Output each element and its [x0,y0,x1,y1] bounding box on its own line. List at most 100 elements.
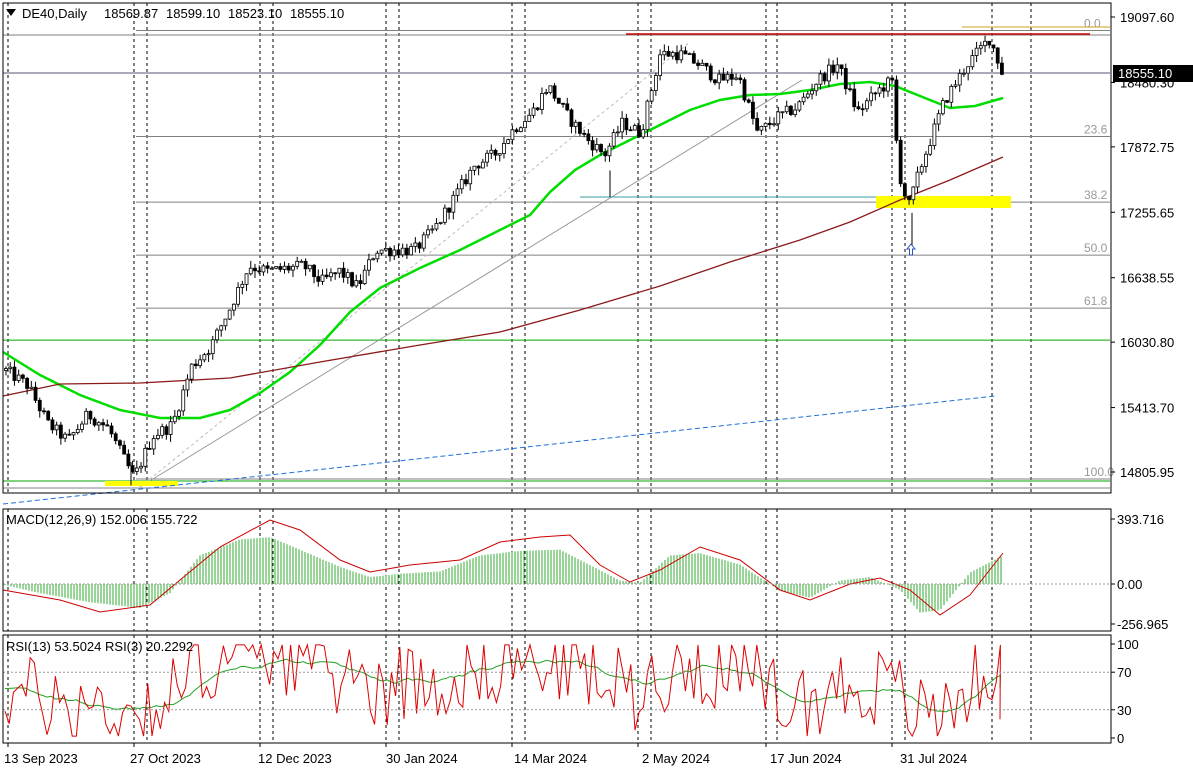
candle[interactable] [708,63,713,83]
candle[interactable] [96,421,101,431]
candle[interactable] [548,85,553,95]
candle[interactable] [890,77,895,82]
candle[interactable] [742,77,747,103]
candle[interactable] [738,74,743,84]
candle[interactable] [966,66,971,81]
candle[interactable] [1000,56,1004,76]
candle[interactable] [822,71,827,85]
candle[interactable] [421,231,426,252]
candle[interactable] [480,158,485,169]
candle[interactable] [282,261,287,274]
candle[interactable] [430,225,435,234]
candle[interactable] [177,409,181,421]
candle[interactable] [8,362,13,374]
candle[interactable] [599,143,603,156]
candle[interactable] [333,272,338,280]
candle[interactable] [675,45,679,64]
candle[interactable] [637,119,641,139]
candle[interactable] [594,137,599,153]
candle[interactable] [147,441,152,450]
candle[interactable] [687,52,692,56]
candle[interactable] [489,144,494,160]
candle[interactable] [628,126,633,132]
candle[interactable] [518,126,523,133]
candle[interactable] [683,46,688,55]
candle[interactable] [63,431,67,443]
candle[interactable] [590,136,595,157]
candle[interactable] [666,45,671,57]
candle[interactable] [902,182,907,201]
candle[interactable] [151,435,156,455]
candle[interactable] [839,64,844,76]
candle[interactable] [653,72,658,96]
candle[interactable] [843,63,848,95]
candle[interactable] [42,407,46,415]
candle[interactable] [240,280,245,295]
candle[interactable] [565,97,570,112]
drawn-lines[interactable] [2,26,1110,505]
candle[interactable] [350,271,354,288]
candle[interactable] [139,462,143,473]
candle[interactable] [20,373,25,383]
candle[interactable] [472,165,477,176]
candle[interactable] [257,265,262,275]
candle[interactable] [523,115,527,129]
candle[interactable] [451,190,456,220]
candle[interactable] [307,264,312,272]
candle[interactable] [80,421,84,433]
candle[interactable] [898,136,903,187]
candle[interactable] [649,88,654,105]
candle[interactable] [337,267,342,278]
candle[interactable] [497,153,502,162]
candle[interactable] [354,274,359,288]
candle[interactable] [54,421,59,436]
candle[interactable] [801,92,806,105]
candle[interactable] [894,75,899,144]
candle[interactable] [409,243,414,256]
candle[interactable] [784,100,789,114]
candle[interactable] [362,264,367,286]
candle[interactable] [371,257,376,261]
candle[interactable] [869,86,873,107]
candle[interactable] [582,129,587,138]
candle[interactable] [303,258,308,276]
candle[interactable] [168,415,173,442]
candle[interactable] [696,59,700,70]
candle[interactable] [662,44,667,61]
candle[interactable] [46,410,51,422]
candle[interactable] [172,409,177,425]
candle[interactable] [924,151,928,173]
candle[interactable] [725,71,730,84]
candle[interactable] [506,138,511,145]
candle[interactable] [540,87,544,115]
triangle-down-icon[interactable] [6,9,16,16]
candle[interactable] [932,118,937,150]
candle[interactable] [101,418,105,432]
candle[interactable] [274,266,278,270]
candle[interactable] [544,88,549,96]
candle[interactable] [455,183,460,202]
candle[interactable] [700,59,705,66]
candle[interactable] [620,111,625,140]
candle[interactable] [265,262,270,274]
candle[interactable] [33,381,38,404]
candle[interactable] [510,125,515,145]
candle[interactable] [886,76,890,97]
channel-line[interactable] [2,395,996,505]
candle[interactable] [413,237,418,253]
candle[interactable] [527,108,532,122]
candle[interactable] [442,204,447,225]
candle[interactable] [417,241,422,254]
candle[interactable] [476,165,481,176]
candle[interactable] [320,269,325,285]
candle[interactable] [531,102,536,119]
candle[interactable] [92,416,97,428]
candle[interactable] [198,354,203,369]
candle[interactable] [827,58,831,87]
candle[interactable] [438,221,443,225]
macd-panel[interactable]: 393.716 0.00 -256.965 MACD(12,26,9) 152.00… [2,509,1168,632]
candle[interactable] [793,103,798,118]
candle[interactable] [624,113,629,136]
candle[interactable] [400,243,405,258]
